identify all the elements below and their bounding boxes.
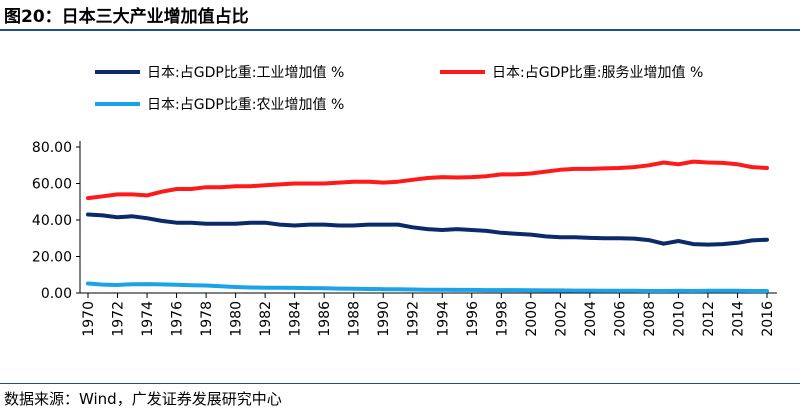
series-line-2 — [86, 159, 769, 201]
x-tick-label: 1996 — [465, 301, 481, 337]
x-tick-label: 1978 — [199, 301, 215, 337]
legend: 日本:占GDP比重:工业增加值 % 日本:占GDP比重:服务业增加值 % 日本:占G… — [95, 65, 703, 113]
legend-label: 日本:占GDP比重:服务业增加值 % — [492, 65, 703, 81]
y-tick-label: 40.00 — [32, 213, 72, 229]
y-tick-label: 80.00 — [32, 140, 72, 156]
x-tick-label: 2012 — [701, 301, 717, 337]
y-tick-label: 0.00 — [41, 286, 72, 302]
x-tick-label: 1988 — [347, 301, 363, 337]
x-tick-label: 1974 — [140, 301, 156, 337]
x-tick-label: 2004 — [583, 301, 599, 337]
x-tick-label: 1970 — [81, 301, 97, 337]
x-tick-label: 1972 — [111, 301, 127, 337]
x-tick-label: 2006 — [612, 301, 628, 337]
series-lines — [86, 159, 769, 293]
x-tick-label: 1980 — [229, 301, 245, 337]
x-tick-label: 2010 — [671, 301, 687, 337]
x-tick-label: 1976 — [170, 301, 186, 337]
source-note: 数据来源：Wind，广发证券发展研究中心 — [4, 390, 282, 408]
legend-label: 日本:占GDP比重:工业增加值 % — [147, 65, 344, 81]
legend-label: 日本:占GDP比重:农业增加值 % — [147, 97, 344, 113]
x-tick-label: 1982 — [258, 301, 274, 337]
title-divider — [0, 29, 800, 31]
x-tick-label: 2008 — [642, 301, 658, 337]
source-divider — [0, 383, 800, 384]
x-tick-label: 2002 — [553, 301, 569, 337]
axes: 0.00 20.00 40.00 60.00 80.00 1970 1972 1974 1976… — [32, 140, 777, 337]
x-tick-label: 1998 — [494, 301, 510, 337]
line-chart: 日本:占GDP比重:工业增加值 % 日本:占GDP比重:服务业增加值 % 日本:占G… — [32, 65, 777, 337]
x-tick-label: 1990 — [376, 301, 392, 337]
y-tick-label: 60.00 — [32, 177, 72, 193]
x-tick-label: 1994 — [435, 301, 451, 337]
y-tick-label: 20.00 — [32, 250, 72, 266]
x-tick-label: 1986 — [317, 301, 333, 337]
x-tick-label: 2014 — [730, 301, 746, 337]
chart-title: 图20：日本三大产业增加值占比 — [4, 7, 249, 27]
x-tick-label: 1992 — [406, 301, 422, 337]
series-line-3 — [86, 281, 769, 293]
series-line-1 — [86, 212, 769, 247]
x-tick-label: 1984 — [288, 301, 304, 337]
x-tick-label: 2016 — [760, 301, 776, 337]
x-tick-label: 2000 — [524, 301, 540, 337]
